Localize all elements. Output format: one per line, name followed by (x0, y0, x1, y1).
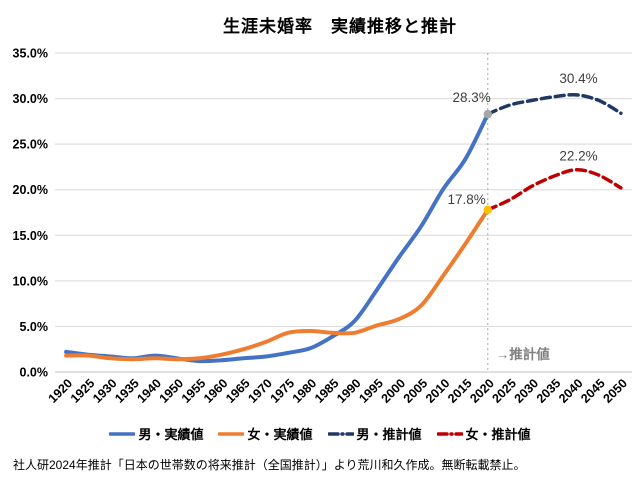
x-tick-label: 2015 (445, 376, 475, 406)
x-tick-label: 1960 (201, 376, 231, 406)
x-tick-label: 2000 (379, 376, 409, 406)
x-tick-label: 1940 (134, 376, 164, 406)
x-tick-label: 1955 (179, 376, 209, 406)
legend-item-male-forecast: 男・推計値 (327, 424, 422, 443)
x-tick-label: 2035 (534, 376, 564, 406)
x-tick-label: 2045 (578, 376, 608, 406)
end-marker-male (483, 109, 492, 119)
legend-item-female-actual: 女・実績値 (218, 424, 313, 443)
legend-swatch-female-actual (218, 431, 245, 436)
x-tick-label: 2050 (600, 376, 630, 406)
legend-item-male-actual: 男・実績値 (109, 424, 203, 443)
legend-item-female-forecast: 女・推計値 (436, 424, 531, 443)
x-tick-label: 1990 (334, 376, 364, 406)
legend-label: 男・推計値 (356, 427, 422, 442)
legend-swatch-female-forecast (436, 431, 463, 436)
chart-legend: 男・実績値 女・実績値 男・推計値 女・推計値 (0, 424, 640, 443)
data-label: 22.2% (559, 149, 597, 164)
x-tick-label: 2020 (467, 376, 497, 406)
data-label: 17.8% (448, 192, 486, 207)
x-tick-label: 1980 (290, 376, 320, 406)
x-tick-label: 1930 (90, 376, 120, 406)
legend-label: 女・推計値 (465, 427, 531, 442)
y-tick-label: 35.0% (13, 47, 48, 61)
x-tick-label: 2005 (401, 376, 431, 406)
x-tick-label: 2025 (489, 376, 519, 406)
series-line-female-actual (64, 207, 490, 362)
x-tick-label: 1985 (312, 376, 342, 406)
y-tick-label: 0.0% (20, 366, 49, 380)
y-tick-label: 10.0% (13, 274, 48, 288)
legend-swatch-male-forecast (327, 431, 354, 436)
series-line-female-forecast (486, 167, 623, 212)
forecast-annotation: →推計値 (496, 346, 550, 362)
legend-label: 男・実績値 (138, 427, 204, 442)
series-line-male-actual (64, 112, 490, 364)
y-tick-label: 5.0% (20, 320, 49, 334)
x-tick-label: 2010 (423, 376, 453, 406)
x-tick-label: 1935 (112, 376, 142, 406)
x-tick-label: 1965 (223, 376, 253, 406)
x-tick-label: 1995 (356, 376, 386, 406)
y-tick-label: 20.0% (13, 183, 48, 197)
chart-title: 生涯未婚率 実績推移と推計 (223, 17, 457, 36)
x-tick-label: 2040 (556, 376, 586, 406)
data-label: 30.4% (559, 71, 597, 86)
x-tick-label: 1970 (245, 376, 275, 406)
x-tick-label: 1950 (157, 376, 187, 406)
y-tick-label: 25.0% (13, 138, 48, 152)
data-label: 28.3% (453, 90, 491, 105)
y-tick-label: 15.0% (13, 229, 48, 243)
end-marker-female (483, 205, 492, 214)
x-tick-label: 2030 (512, 376, 542, 406)
legend-label: 女・実績値 (247, 427, 313, 442)
x-tick-label: 1925 (68, 376, 98, 406)
y-tick-label: 30.0% (13, 92, 48, 106)
legend-swatch-male-actual (109, 431, 136, 436)
x-tick-label: 1920 (46, 376, 76, 406)
x-tick-label: 1975 (268, 376, 298, 406)
series-line-male-forecast (486, 93, 623, 116)
chart-canvas: 0.0% 5.0% 10.0% 15.0% 20.0% 25.0% 30.0% 35.0% 19… (13, 47, 632, 406)
source-note: 社人研2024年推計「日本の世帯数の将来推計（全国推計）」より荒川和久作成。無断… (13, 458, 526, 472)
